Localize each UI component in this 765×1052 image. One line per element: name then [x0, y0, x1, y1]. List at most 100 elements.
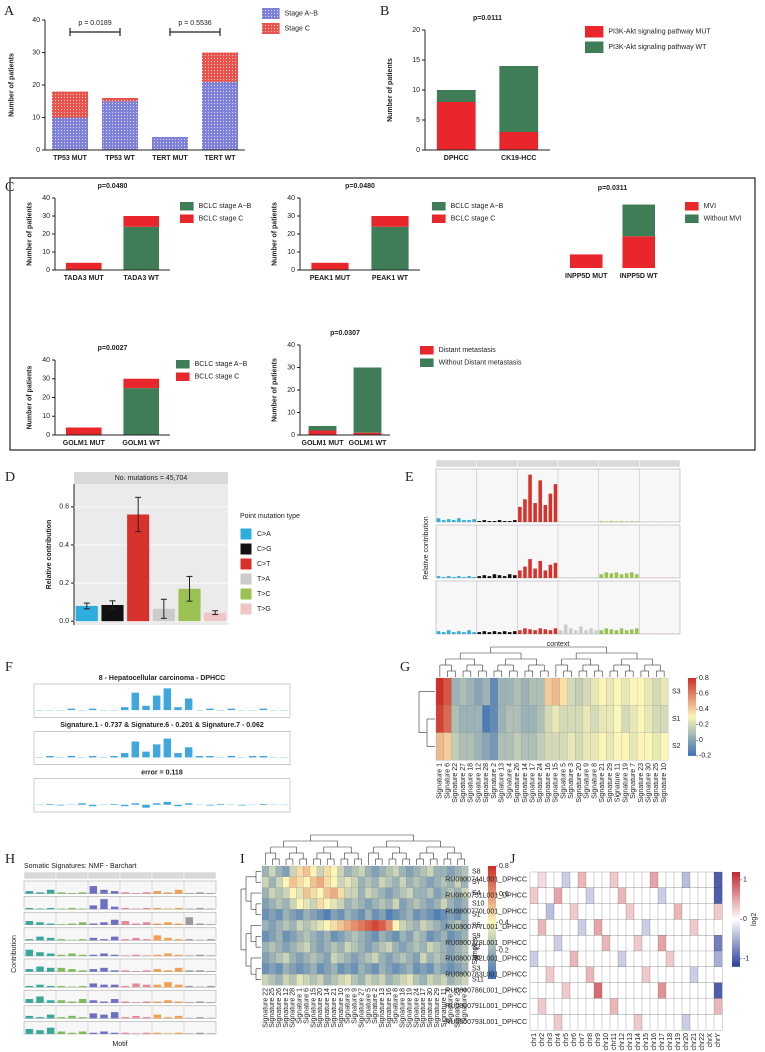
column-label: Signature 20: [576, 763, 583, 803]
bar: [100, 984, 108, 988]
heat-cell: [585, 950, 595, 968]
heat-cell: [577, 871, 587, 889]
column-label: Signature 11: [441, 988, 448, 1027]
column-label: Signature 27: [358, 988, 365, 1028]
heat-cell: [337, 952, 345, 964]
heat-cell: [585, 998, 595, 1015]
bar: [563, 624, 568, 634]
bar: [185, 892, 194, 894]
bar: [153, 969, 162, 972]
y-axis-label: Number of patients: [9, 53, 16, 117]
heat-cell: [296, 963, 304, 975]
bar: [110, 906, 119, 910]
heat-cell: [681, 966, 691, 983]
heat-cell: [364, 919, 373, 932]
bar: [670, 577, 675, 578]
heat-cell: [261, 919, 270, 932]
bar: [248, 755, 257, 758]
bar: [153, 954, 162, 956]
column-label: chr15: [643, 1033, 650, 1051]
heat-cell: [385, 898, 393, 910]
panel-label: D: [5, 470, 15, 485]
bar: [132, 1015, 140, 1019]
heat-cell: [482, 732, 491, 761]
heat-cell: [681, 871, 691, 889]
heat-cell: [385, 865, 393, 878]
bar: [174, 1015, 183, 1019]
heat-cell: [419, 887, 428, 899]
bar: [619, 574, 624, 578]
colorbar-tick-label: 0.8: [499, 863, 509, 870]
legend-swatch: [239, 587, 253, 601]
heat-cell: [567, 705, 576, 733]
bar: [163, 738, 172, 758]
heat-cell: [316, 974, 325, 986]
column-label: Signature 25: [269, 988, 276, 1028]
column-label: chr2: [539, 1033, 546, 1047]
bar: [472, 632, 476, 634]
strip: [557, 459, 599, 468]
column-label: Signature 18: [400, 988, 407, 1028]
heat-cell: [585, 903, 595, 920]
heat-cell: [585, 919, 595, 936]
heat-cell: [433, 919, 441, 932]
strip-title: No. mutations = 45,704: [115, 475, 188, 482]
bar: [441, 520, 446, 522]
heat-cell: [545, 887, 555, 904]
row-label: S9: [472, 933, 481, 940]
heat-cell: [529, 903, 539, 920]
heat-cell: [529, 966, 539, 983]
heat-cell: [657, 903, 667, 920]
bar: [548, 564, 553, 578]
legend-swatch: [176, 360, 190, 369]
heat-cell: [705, 903, 715, 920]
bar: [36, 1017, 44, 1019]
heat-cell: [282, 865, 290, 878]
heat-cell: [673, 887, 683, 904]
heat-cell: [569, 966, 579, 983]
heat-cell: [593, 919, 603, 936]
heat-cell: [344, 930, 352, 943]
bar-segment: [202, 52, 238, 82]
heat-cell: [261, 887, 270, 899]
heat-cell: [289, 909, 297, 921]
heat-cell: [697, 966, 707, 983]
bar: [57, 954, 66, 956]
heat-cell: [577, 966, 587, 983]
y-tick-label: 10: [32, 114, 40, 121]
heat-cell: [433, 930, 441, 943]
heat-cell: [323, 876, 331, 888]
heat-cell: [330, 963, 338, 975]
bar: [206, 955, 215, 956]
heat-cell: [412, 876, 421, 888]
bar: [25, 1028, 34, 1034]
row-label: S2: [672, 743, 681, 750]
column-label: Signature 26: [276, 988, 283, 1028]
bar-segment: [123, 378, 160, 389]
heat-cell: [593, 935, 603, 952]
row-label: RU0800744L001_DPHCC: [445, 877, 527, 884]
panel-label: C: [5, 180, 14, 195]
heat-cell: [337, 941, 345, 953]
bar: [132, 1002, 140, 1003]
heat-cell: [633, 1014, 643, 1031]
bar: [589, 577, 593, 578]
bar: [196, 954, 204, 956]
heat-cell: [559, 677, 568, 706]
column-label: Signature 28: [290, 988, 297, 1028]
heat-cell: [577, 903, 587, 920]
bar: [121, 1001, 130, 1003]
bar: [670, 633, 675, 634]
heat-cell: [545, 903, 555, 920]
column-label: chr11: [611, 1033, 618, 1050]
column-label: Signature 4: [506, 763, 513, 799]
heat-cell: [358, 919, 366, 932]
bar: [446, 576, 451, 578]
heat-cell: [378, 865, 386, 878]
heat-cell: [689, 935, 699, 952]
bar: [153, 984, 162, 988]
heat-cell: [633, 887, 643, 904]
heat-cell: [649, 919, 659, 936]
heat-cell: [673, 919, 683, 936]
bar: [604, 572, 609, 578]
